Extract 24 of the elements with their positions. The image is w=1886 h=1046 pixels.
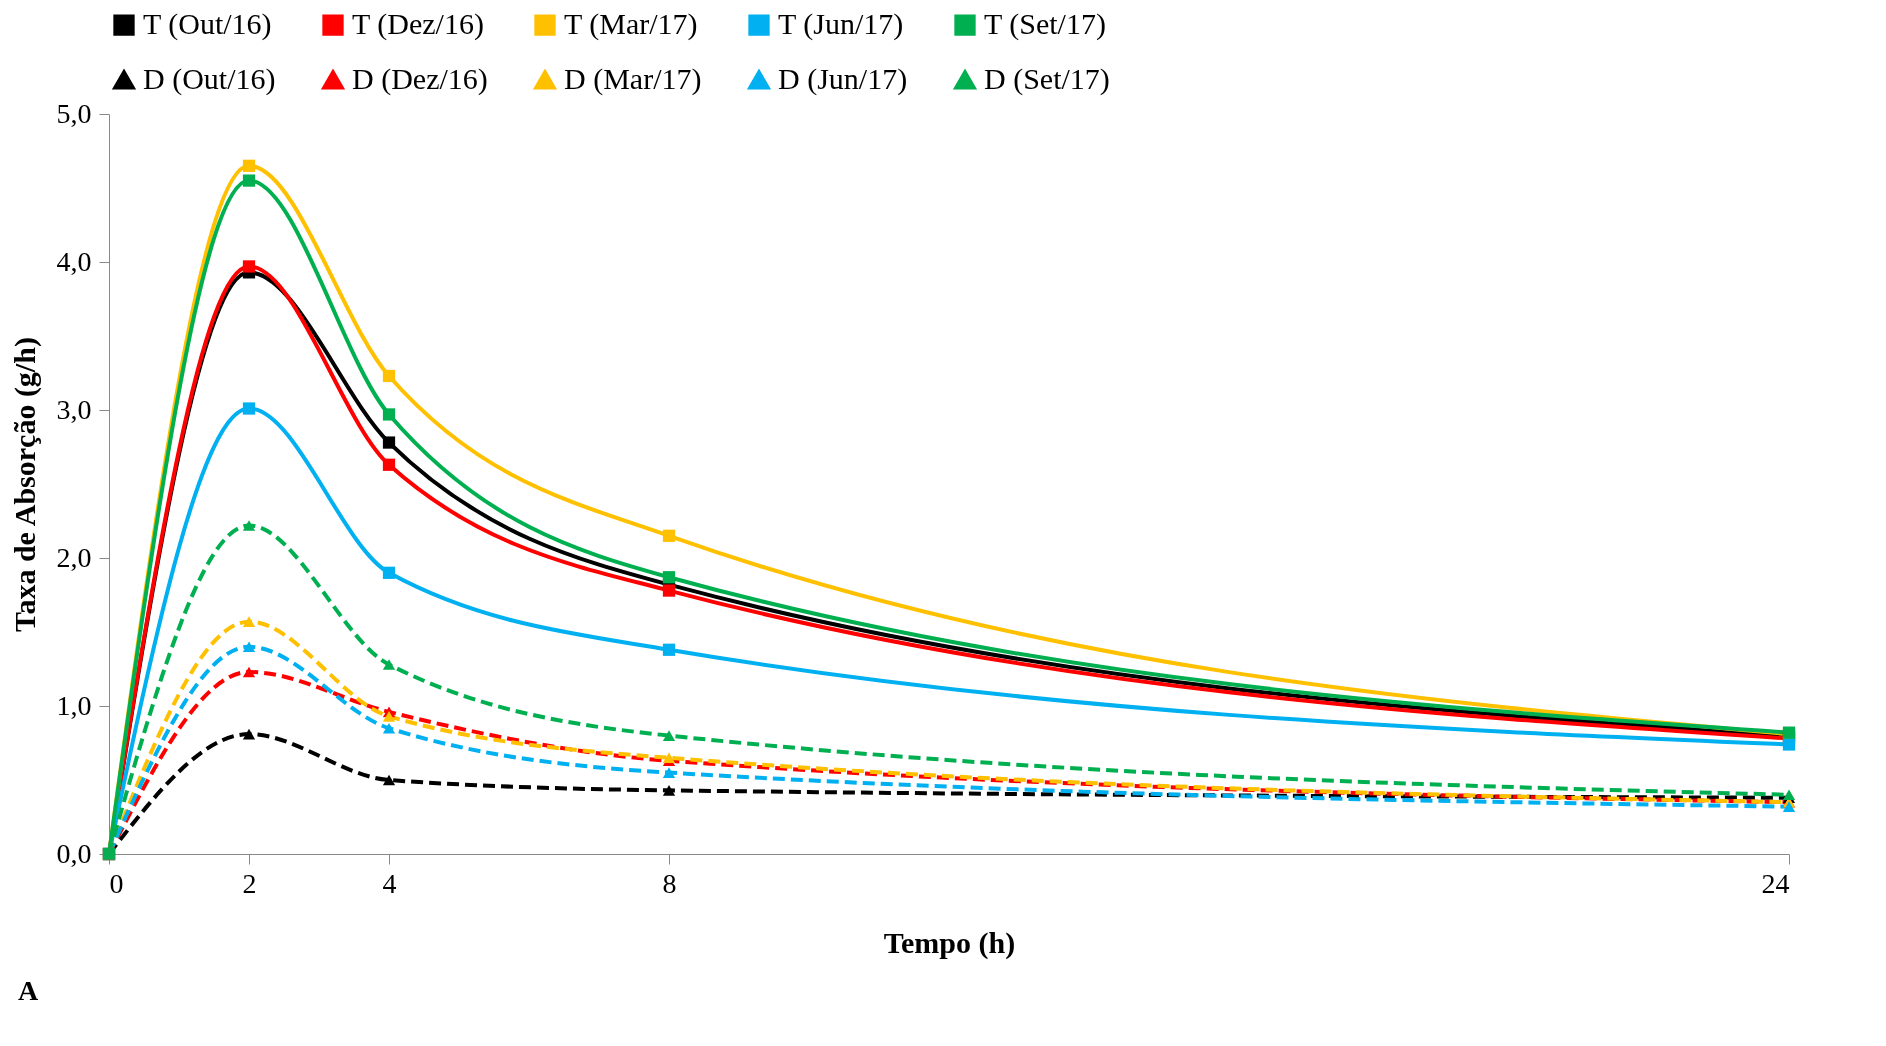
y-tick-label: 2,0 xyxy=(56,541,92,573)
y-axis-title: Taxa de Absorção (g/h) xyxy=(7,337,42,632)
legend-label: D (Mar/17) xyxy=(564,62,702,96)
legend-label: D (Out/16) xyxy=(143,62,276,96)
legend-label: D (Set/17) xyxy=(984,62,1110,96)
x-tick-label: 0 xyxy=(109,867,124,899)
y-tick-label: 0,0 xyxy=(56,837,92,869)
y-tick-label: 1,0 xyxy=(56,689,92,721)
x-axis-title: Tempo (h) xyxy=(883,925,1016,960)
legend-label: T (Out/16) xyxy=(143,7,272,42)
text: A xyxy=(18,975,39,1007)
legend-label: D (Jun/17) xyxy=(778,62,908,96)
x-tick-label: 2 xyxy=(242,867,257,899)
legend-label: T (Mar/17) xyxy=(564,7,698,42)
legend-label: T (Set/17) xyxy=(984,7,1106,42)
y-tick-label: 4,0 xyxy=(56,245,92,277)
legend-label: T (Dez/16) xyxy=(352,7,484,42)
x-tick-label: 24 xyxy=(1761,867,1790,899)
legend-label: D (Dez/16) xyxy=(352,62,488,96)
x-tick-label: 4 xyxy=(382,867,397,899)
x-tick-label: 8 xyxy=(662,867,677,899)
legend-label: T (Jun/17) xyxy=(778,7,904,42)
y-tick-label: 3,0 xyxy=(56,393,92,425)
y-tick-label: 5,0 xyxy=(56,97,92,129)
